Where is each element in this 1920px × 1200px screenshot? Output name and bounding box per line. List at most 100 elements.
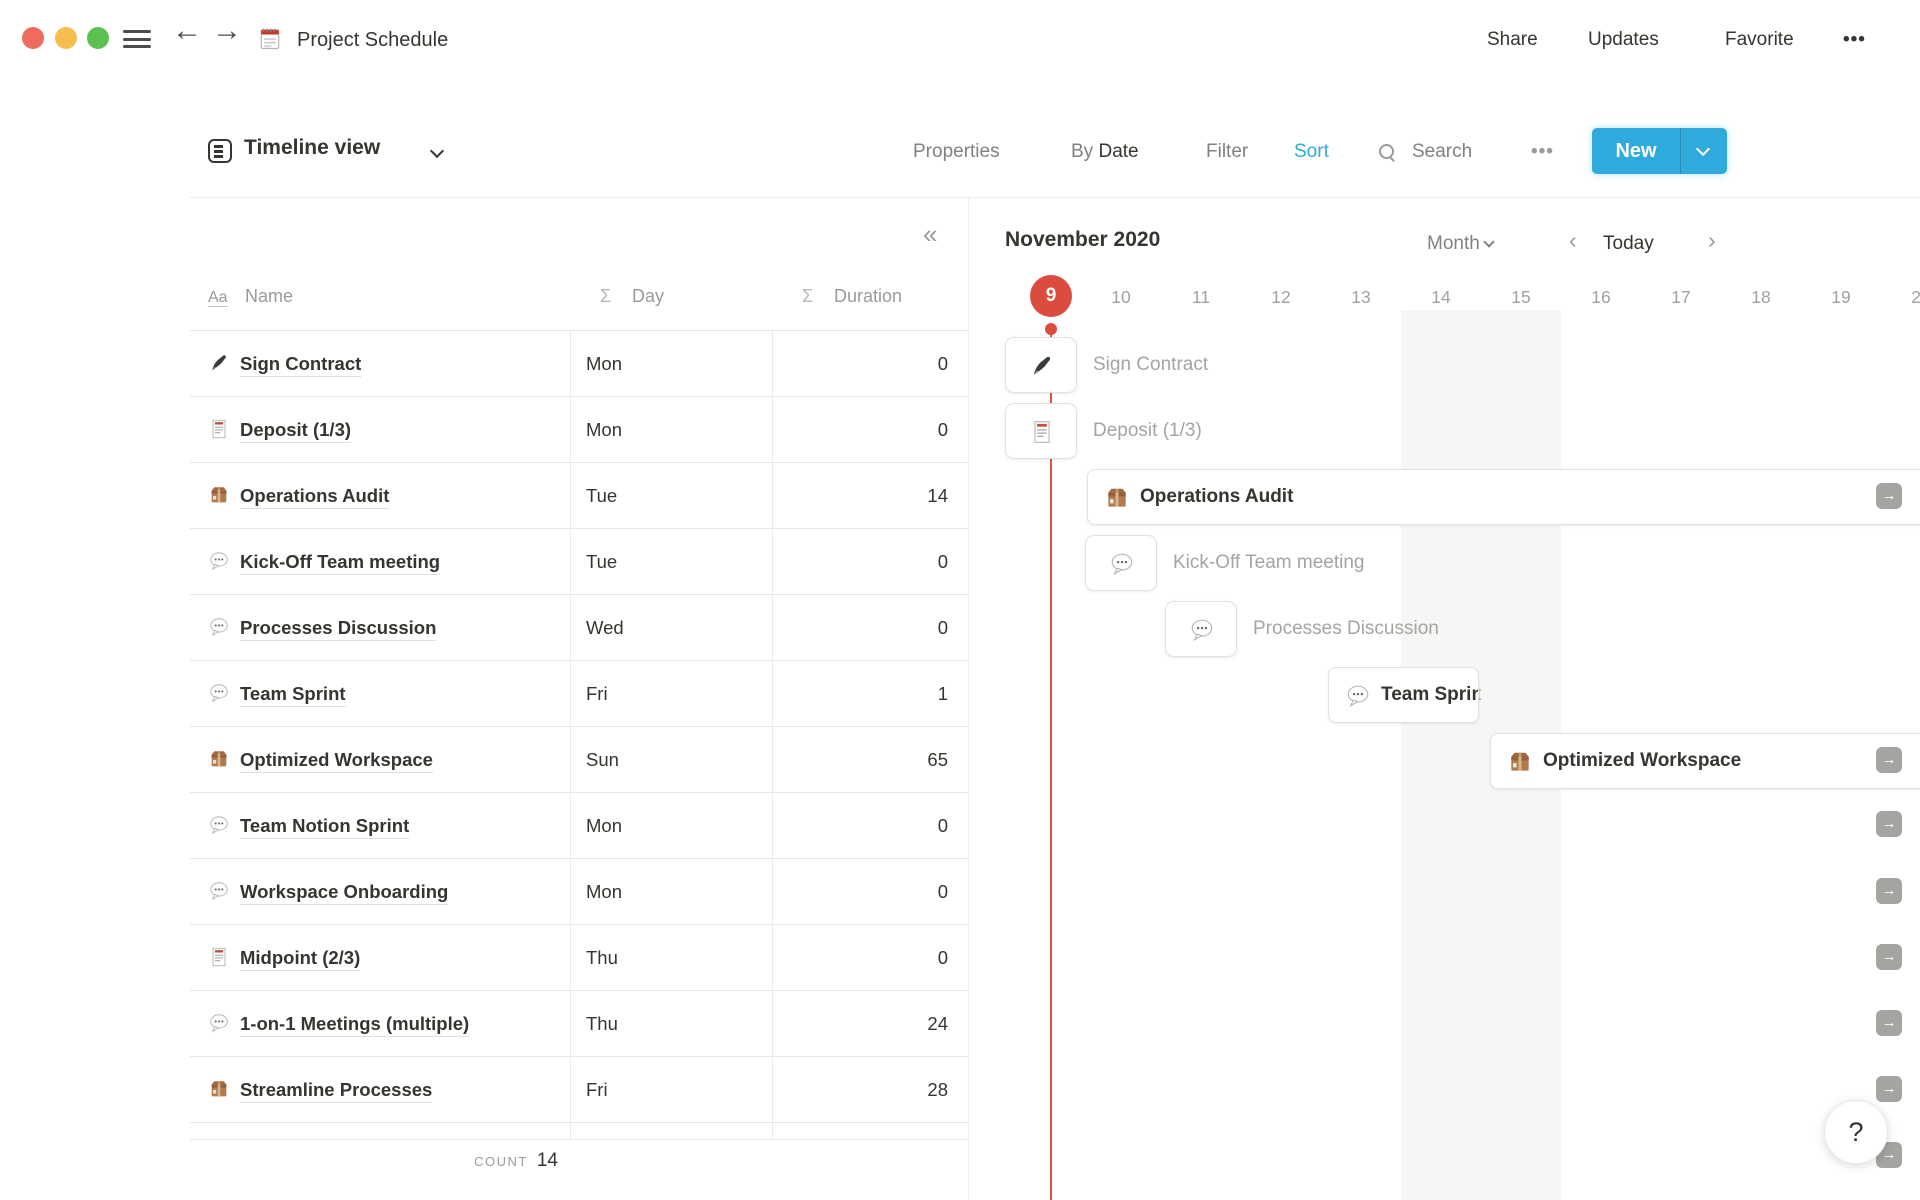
- scroll-to-item-arrow-icon[interactable]: →: [1876, 811, 1902, 837]
- duration-cell[interactable]: 0: [937, 617, 948, 638]
- day-cell[interactable]: Mon: [586, 881, 622, 902]
- day-number: 17: [1671, 287, 1691, 307]
- column-header-day[interactable]: Day: [632, 286, 665, 306]
- page-title-breadcrumb[interactable]: Project Schedule: [297, 29, 449, 51]
- table-row: Midpoint (2/3) Thu 0: [190, 924, 968, 991]
- day-cell[interactable]: Mon: [586, 419, 622, 440]
- speech-balloon-icon: [208, 682, 230, 704]
- column-header-name[interactable]: Aa: [208, 284, 228, 310]
- name-cell[interactable]: Operations Audit: [190, 463, 570, 529]
- day-cell[interactable]: Tue: [586, 485, 618, 506]
- timeline-item-label: Sign Contract: [1093, 354, 1209, 375]
- timeline-bar-label: Optimized Workspace: [1543, 750, 1742, 771]
- sort-button[interactable]: Sort: [1294, 141, 1329, 162]
- scroll-to-item-arrow-icon[interactable]: →: [1876, 483, 1902, 509]
- timeline-prev-button[interactable]: ‹: [1569, 227, 1577, 253]
- name-cell[interactable]: Deposit (1/3): [190, 397, 570, 463]
- sidebar-menu-icon[interactable]: [123, 30, 151, 48]
- name-cell[interactable]: Workspace Onboarding: [190, 859, 570, 925]
- duration-cell[interactable]: 24: [927, 1013, 948, 1034]
- view-switcher-chevron-down-icon[interactable]: [429, 143, 445, 159]
- scroll-to-item-arrow-icon[interactable]: →: [1876, 878, 1902, 904]
- collapse-table-icon[interactable]: «: [923, 219, 938, 249]
- name-cell[interactable]: Team Notion Sprint: [190, 793, 570, 859]
- scroll-to-item-arrow-icon[interactable]: →: [1876, 747, 1902, 773]
- day-cell[interactable]: Fri: [586, 683, 608, 704]
- traffic-light-zoom[interactable]: [87, 27, 109, 49]
- column-header-duration[interactable]: Duration: [834, 286, 903, 306]
- day-cell[interactable]: Wed: [586, 617, 624, 638]
- sort-by-prefix: By: [1071, 141, 1094, 162]
- timeline-month-title: November 2020: [1005, 228, 1161, 251]
- day-cell[interactable]: Tue: [586, 551, 618, 572]
- traffic-light-minimize[interactable]: [55, 27, 77, 49]
- timeline-item-bar[interactable]: Optimized Workspace: [1490, 733, 1920, 789]
- day-cell[interactable]: Mon: [586, 353, 622, 374]
- timeline-item-card[interactable]: [1165, 601, 1237, 657]
- search-icon[interactable]: [1379, 144, 1394, 159]
- day-cell[interactable]: Mon: [586, 815, 622, 836]
- scroll-to-item-arrow-icon[interactable]: →: [1876, 944, 1902, 970]
- properties-button[interactable]: Properties: [913, 141, 1000, 162]
- new-button[interactable]: New: [1615, 140, 1657, 162]
- day-cell[interactable]: Thu: [586, 1013, 618, 1034]
- duration-cell[interactable]: 14: [927, 485, 948, 506]
- name-cell[interactable]: Streamline Processes: [190, 1057, 570, 1123]
- timeline-bar-label: Team Sprint: [1381, 684, 1479, 705]
- name-cell[interactable]: Processes Discussion: [190, 595, 570, 661]
- name-cell[interactable]: Sign Contract: [190, 331, 570, 397]
- column-calculation[interactable]: COUNT 14: [190, 1150, 558, 1172]
- duration-cell[interactable]: 0: [937, 815, 948, 836]
- name-cell[interactable]: Team Sprint: [190, 661, 570, 727]
- new-button-chevron-down-icon[interactable]: [1681, 128, 1727, 174]
- day-number: 10: [1111, 287, 1131, 307]
- name-cell[interactable]: 1-on-1 Meetings (multiple): [190, 991, 570, 1057]
- timeline-next-button[interactable]: ›: [1708, 227, 1716, 253]
- scroll-to-item-arrow-icon[interactable]: →: [1876, 1076, 1902, 1102]
- timeline-bar-label: Operations Audit: [1140, 486, 1294, 507]
- view-more-options-icon[interactable]: •••: [1531, 141, 1554, 162]
- name-cell[interactable]: Optimized Workspace: [190, 727, 570, 793]
- share-button[interactable]: Share: [1487, 29, 1538, 50]
- timeline-zoom-select[interactable]: Month: [1427, 232, 1495, 256]
- duration-cell[interactable]: 1: [937, 683, 948, 704]
- day-cell[interactable]: Fri: [586, 1079, 608, 1100]
- timeline-item-card[interactable]: [1005, 403, 1077, 459]
- duration-cell[interactable]: 28: [927, 1079, 948, 1100]
- page-notepad-icon: [256, 24, 284, 52]
- day-cell[interactable]: Thu: [586, 947, 618, 968]
- duration-cell[interactable]: 0: [937, 419, 948, 440]
- sort-by-button[interactable]: By Date: [1071, 140, 1139, 164]
- search-button[interactable]: Search: [1412, 141, 1473, 162]
- duration-cell[interactable]: 0: [937, 881, 948, 902]
- traffic-light-close[interactable]: [22, 27, 44, 49]
- updates-button[interactable]: Updates: [1588, 29, 1659, 50]
- duration-cell[interactable]: 65: [927, 749, 948, 770]
- duration-cell[interactable]: 0: [937, 551, 948, 572]
- forward-button[interactable]: →: [212, 14, 242, 47]
- view-switcher[interactable]: Timeline view: [244, 136, 381, 159]
- more-menu-icon[interactable]: •••: [1843, 29, 1866, 50]
- timeline-item-card[interactable]: [1005, 337, 1077, 393]
- name-cell[interactable]: Midpoint (2/3): [190, 925, 570, 991]
- day-cell[interactable]: Sun: [586, 749, 619, 770]
- package-icon: [208, 748, 230, 770]
- table-row: Workspace Onboarding Mon 0: [190, 858, 968, 925]
- row-name: Team Sprint: [240, 681, 346, 707]
- help-button[interactable]: ?: [1824, 1100, 1888, 1164]
- timeline-today-button[interactable]: Today: [1603, 233, 1654, 254]
- timeline-item-bar[interactable]: Team Sprint: [1328, 667, 1479, 723]
- row-name: Midpoint (2/3): [240, 945, 361, 971]
- scroll-to-item-arrow-icon[interactable]: →: [1876, 1010, 1902, 1036]
- favorite-button[interactable]: Favorite: [1725, 29, 1794, 50]
- duration-cell[interactable]: 0: [937, 947, 948, 968]
- count-value: 14: [536, 1150, 558, 1171]
- filter-button[interactable]: Filter: [1206, 141, 1249, 162]
- timeline-item-card[interactable]: [1085, 535, 1157, 591]
- back-button[interactable]: ←: [172, 14, 202, 47]
- column-header-name-label[interactable]: Name: [245, 286, 294, 306]
- timeline-item-bar[interactable]: Operations Audit: [1087, 469, 1920, 525]
- scroll-to-item-arrow-icon[interactable]: →: [1876, 1142, 1902, 1168]
- name-cell[interactable]: Kick-Off Team meeting: [190, 529, 570, 595]
- duration-cell[interactable]: 0: [937, 353, 948, 374]
